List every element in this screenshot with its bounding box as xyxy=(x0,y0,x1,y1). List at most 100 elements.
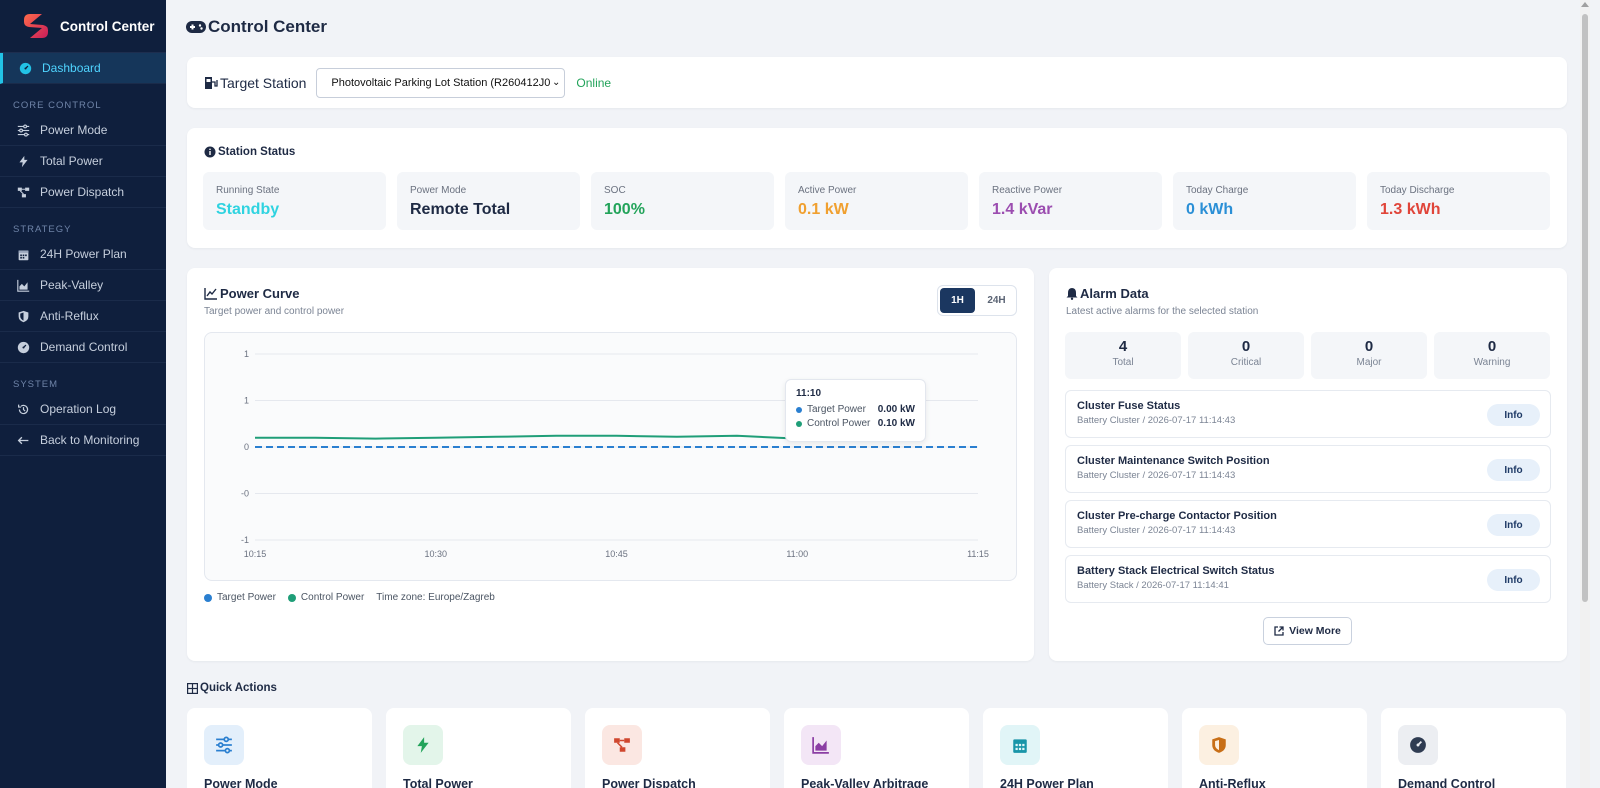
sidebar-item-total-power[interactable]: Total Power xyxy=(0,146,166,177)
tooltip-row-target: Target Power 0.00 kW xyxy=(796,404,915,415)
calendar-icon xyxy=(1000,725,1040,765)
target-station-card: Target Station Photovoltaic Parking Lot … xyxy=(187,57,1567,108)
page-title: Control Center xyxy=(186,17,327,37)
gauge-icon xyxy=(18,61,32,75)
status-value: 0.1 kW xyxy=(798,201,849,218)
scrollbar-thumb[interactable] xyxy=(1582,14,1588,602)
range-24h-button[interactable]: 24H xyxy=(987,295,1006,306)
alarm-list: Cluster Fuse Status Battery Cluster / 202… xyxy=(1065,390,1551,610)
gauge-icon xyxy=(16,340,30,354)
quick-actions-row: Power Mode Total Power Power Dispatch Pe… xyxy=(187,708,1566,788)
quick-action-total-power[interactable]: Total Power xyxy=(386,708,571,788)
main-content: Control Center Target Station Photovolta… xyxy=(166,0,1590,788)
info-icon xyxy=(204,146,216,158)
status-tile-active-power: Active Power 0.1 kW xyxy=(785,172,968,230)
grid-icon xyxy=(187,682,198,694)
history-icon xyxy=(16,402,30,416)
station-select[interactable]: Photovoltaic Parking Lot Station (R26041… xyxy=(316,67,566,98)
y-tick-label: 0 xyxy=(244,442,249,452)
dispatch-icon xyxy=(16,185,30,199)
alarm-subtitle: Latest active alarms for the selected st… xyxy=(1066,306,1259,317)
sidebar-item-label: Operation Log xyxy=(40,402,117,416)
brand-title: Control Center xyxy=(60,18,155,34)
alarm-level-badge: Info xyxy=(1487,514,1540,536)
page-scrollbar[interactable] xyxy=(1580,0,1590,788)
alarm-item[interactable]: Battery Stack Electrical Switch Status Ba… xyxy=(1065,555,1551,603)
legend-dot xyxy=(287,593,296,602)
quick-action-power-dispatch[interactable]: Power Dispatch xyxy=(585,708,770,788)
alarm-item[interactable]: Cluster Pre-charge Contactor Position Bat… xyxy=(1065,500,1551,548)
alarm-card: Alarm Data Latest active alarms for the … xyxy=(1049,268,1567,661)
sidebar-item-power-dispatch[interactable]: Power Dispatch xyxy=(0,177,166,208)
brand: Control Center xyxy=(0,0,166,53)
bell-icon xyxy=(1066,288,1078,300)
sidebar-item-label: Total Power xyxy=(40,154,103,168)
y-tick-label: 1 xyxy=(244,349,249,359)
x-tick-label: 11:15 xyxy=(967,549,989,559)
chevron-down-icon: ⌄ xyxy=(552,77,561,88)
sidebar-item-peak-valley[interactable]: Peak-Valley xyxy=(0,270,166,301)
alarm-stats: 4 Total 0 Critical 0 Major 0 Warning xyxy=(1065,332,1550,379)
alarm-stat-total: 4 Total xyxy=(1065,332,1181,379)
sidebar-item-anti-reflux[interactable]: Anti-Reflux xyxy=(0,301,166,332)
alarm-level-badge: Info xyxy=(1487,459,1540,481)
sidebar-item-label: Power Dispatch xyxy=(40,185,125,199)
y-tick-label: 1 xyxy=(244,396,249,406)
alarm-stat-critical: 0 Critical xyxy=(1188,332,1304,379)
power-curve-card: Power Curve Target power and control pow… xyxy=(187,268,1034,661)
legend-control-power[interactable]: Control Power xyxy=(287,592,364,603)
sidebar-section-core-control: CORE CONTROL xyxy=(13,100,102,111)
quick-actions-title: Quick Actions xyxy=(187,682,277,694)
power-curve-title: Power Curve xyxy=(204,286,299,301)
x-tick-label: 10:30 xyxy=(424,549,447,559)
range-toggle: 1H 24H xyxy=(937,285,1017,316)
sliders-icon xyxy=(16,123,30,137)
sidebar-item-operation-log[interactable]: Operation Log xyxy=(0,394,166,425)
view-more-button[interactable]: View More xyxy=(1263,617,1352,645)
sidebar-item-dashboard[interactable]: Dashboard xyxy=(0,53,166,84)
sidebar-item-power-mode[interactable]: Power Mode xyxy=(0,115,166,146)
line-chart-icon xyxy=(204,288,217,300)
sidebar-item-24h-power-plan[interactable]: 24H Power Plan xyxy=(0,239,166,270)
station-online-status: Online xyxy=(576,75,612,90)
alarm-title: Alarm Data xyxy=(1066,286,1149,301)
sidebar-item-label: Demand Control xyxy=(40,340,128,354)
power-curve-subtitle: Target power and control power xyxy=(204,306,345,317)
bolt-icon xyxy=(16,154,30,168)
status-tile-today-discharge: Today Discharge 1.3 kWh xyxy=(1367,172,1550,230)
timezone-label: Time zone: Europe/Zagreb xyxy=(376,592,495,603)
legend-dot xyxy=(796,406,802,413)
alarm-item[interactable]: Cluster Fuse Status Battery Cluster / 202… xyxy=(1065,390,1551,438)
quick-action-power-mode[interactable]: Power Mode xyxy=(187,708,372,788)
sidebar-item-back-to-monitoring[interactable]: Back to Monitoring xyxy=(0,425,166,456)
sidebar-item-label: Anti-Reflux xyxy=(40,309,99,323)
tooltip-time: 11:10 xyxy=(796,388,822,399)
status-tile-today-charge: Today Charge 0 kWh xyxy=(1173,172,1356,230)
sidebar-item-label: Power Mode xyxy=(40,123,108,137)
status-tile-power-mode: Power Mode Remote Total xyxy=(397,172,580,230)
logo-icon xyxy=(24,14,48,38)
quick-action-demand-control[interactable]: Demand Control xyxy=(1381,708,1566,788)
quick-action-peak-valley[interactable]: Peak-Valley Arbitrage xyxy=(784,708,969,788)
sidebar-item-label: Peak-Valley xyxy=(40,278,104,292)
quick-action-24h-plan[interactable]: 24H Power Plan xyxy=(983,708,1168,788)
legend-target-power[interactable]: Target Power xyxy=(204,592,276,603)
status-value: Standby xyxy=(216,201,280,218)
status-value: 100% xyxy=(604,201,645,218)
shield-icon xyxy=(1199,725,1239,765)
range-1h-button[interactable]: 1H xyxy=(940,288,975,313)
power-curve-svg: 1 1 0 -0 -1 10:15 10:30 10:45 11:00 11:15 xyxy=(241,349,989,559)
alarm-level-badge: Info xyxy=(1487,569,1540,591)
status-tile-reactive-power: Reactive Power 1.4 kVar xyxy=(979,172,1162,230)
external-link-icon xyxy=(1274,626,1284,636)
sidebar-item-demand-control[interactable]: Demand Control xyxy=(0,332,166,363)
quick-action-anti-reflux[interactable]: Anti-Reflux xyxy=(1182,708,1367,788)
alarm-item[interactable]: Cluster Maintenance Switch Position Batte… xyxy=(1065,445,1551,493)
station-status-title: Station Status xyxy=(204,146,295,158)
bolt-icon xyxy=(403,725,443,765)
sidebar: Control Center Dashboard CORE CONTROL Po… xyxy=(0,0,166,788)
scroll-up-arrow-icon[interactable] xyxy=(1581,2,1589,7)
x-tick-label: 11:00 xyxy=(786,549,808,559)
alarm-stat-warning: 0 Warning xyxy=(1434,332,1550,379)
sidebar-item-label: Back to Monitoring xyxy=(40,433,140,447)
